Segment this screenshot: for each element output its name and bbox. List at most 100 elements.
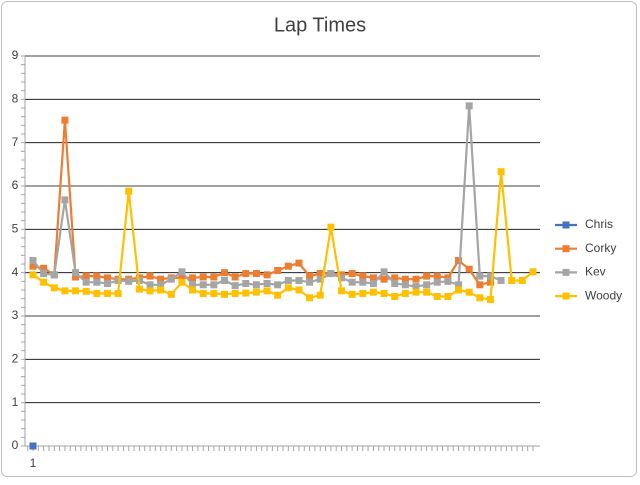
point xyxy=(284,276,292,284)
point xyxy=(114,276,122,284)
y-tick-label: 9 xyxy=(12,48,19,62)
point xyxy=(263,271,271,279)
point xyxy=(146,272,154,280)
y-tick-label: 1 xyxy=(12,395,19,409)
point xyxy=(274,291,282,299)
legend-marker xyxy=(562,245,570,253)
point xyxy=(369,280,377,287)
legend-label: Woody xyxy=(585,288,622,302)
point xyxy=(29,257,37,265)
point xyxy=(359,272,367,280)
point xyxy=(82,272,90,280)
point xyxy=(401,289,409,297)
point xyxy=(455,257,463,265)
point xyxy=(252,288,260,296)
point xyxy=(93,289,101,297)
point xyxy=(306,272,314,280)
point xyxy=(210,289,218,297)
point xyxy=(508,276,516,284)
point xyxy=(93,278,101,286)
point xyxy=(157,286,165,294)
point xyxy=(242,289,250,297)
point xyxy=(401,275,409,283)
point xyxy=(295,286,303,294)
point xyxy=(433,272,441,280)
point xyxy=(157,281,165,289)
point xyxy=(369,274,377,282)
point xyxy=(178,278,186,286)
point xyxy=(263,287,271,295)
point xyxy=(199,289,207,297)
point xyxy=(327,270,335,278)
legend-marker xyxy=(562,292,570,300)
point xyxy=(423,281,431,289)
point xyxy=(220,276,228,284)
point xyxy=(189,281,197,289)
point xyxy=(50,271,58,279)
y-tick-label: 3 xyxy=(12,308,19,322)
point xyxy=(82,287,90,295)
legend-label: Kev xyxy=(585,265,606,279)
legend-marker xyxy=(562,268,570,276)
point xyxy=(486,278,494,286)
point xyxy=(125,277,133,285)
point xyxy=(433,293,441,300)
point xyxy=(189,286,197,294)
point xyxy=(220,269,228,277)
y-tick-label: 4 xyxy=(12,265,19,279)
legend-label: Corky xyxy=(585,241,616,255)
point xyxy=(178,274,186,282)
y-tick-label: 6 xyxy=(12,178,19,192)
y-tick-label: 5 xyxy=(12,222,19,236)
point xyxy=(497,168,505,176)
x-tick-label: 1 xyxy=(30,456,37,470)
point xyxy=(167,290,175,298)
point xyxy=(316,291,324,299)
point xyxy=(359,278,367,286)
chart-title: Lap Times xyxy=(274,14,366,36)
legend-marker xyxy=(562,221,570,229)
point xyxy=(40,278,48,286)
point xyxy=(231,289,239,297)
point xyxy=(465,265,473,273)
point xyxy=(284,262,292,270)
point xyxy=(157,275,165,283)
point xyxy=(486,272,494,280)
point xyxy=(231,273,239,281)
point xyxy=(338,274,346,282)
point xyxy=(29,271,37,279)
point xyxy=(210,281,218,289)
point xyxy=(125,187,133,195)
point xyxy=(135,285,143,293)
point xyxy=(231,282,239,290)
point xyxy=(380,289,388,297)
point xyxy=(306,278,314,286)
point xyxy=(252,270,260,278)
y-tick-label: 0 xyxy=(12,438,19,452)
point xyxy=(252,281,260,289)
point xyxy=(391,274,399,282)
point xyxy=(82,278,90,286)
point xyxy=(412,275,420,283)
point xyxy=(465,102,473,110)
point xyxy=(274,267,282,274)
point xyxy=(423,272,431,280)
point xyxy=(359,289,367,297)
point xyxy=(380,275,388,283)
point xyxy=(72,287,80,295)
point xyxy=(220,290,228,298)
point xyxy=(444,293,452,300)
point xyxy=(476,294,484,302)
point xyxy=(114,289,122,297)
point xyxy=(391,280,399,287)
point xyxy=(295,259,303,267)
point xyxy=(40,264,48,272)
point xyxy=(61,196,69,204)
point xyxy=(444,277,452,285)
point xyxy=(103,289,111,297)
point xyxy=(327,223,335,231)
point xyxy=(189,274,197,282)
point xyxy=(242,270,250,278)
